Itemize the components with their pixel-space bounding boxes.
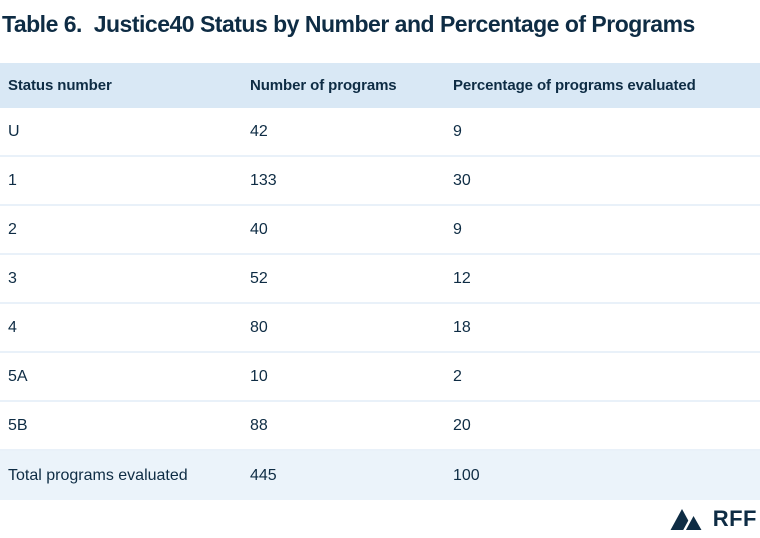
programs-cell: 88 bbox=[250, 416, 268, 434]
table-row: 5A 10 2 bbox=[0, 353, 760, 402]
status-cell: 2 bbox=[8, 220, 17, 238]
footer: RFF bbox=[0, 500, 760, 538]
table-row: 1 133 30 bbox=[0, 157, 760, 206]
percentage-cell: 12 bbox=[453, 269, 471, 287]
table-row: 5B 88 20 bbox=[0, 402, 760, 451]
table-row: 2 40 9 bbox=[0, 206, 760, 255]
percentage-cell: 30 bbox=[453, 171, 471, 189]
percentage-cell: 20 bbox=[453, 416, 471, 434]
column-header-status: Status number bbox=[8, 77, 112, 94]
status-cell: 1 bbox=[8, 171, 17, 189]
programs-cell: 10 bbox=[250, 367, 268, 385]
programs-cell: 80 bbox=[250, 318, 268, 336]
status-cell: 5A bbox=[8, 367, 28, 385]
status-cell: 5B bbox=[8, 416, 28, 434]
rff-logo: RFF bbox=[670, 508, 757, 530]
status-cell: 4 bbox=[8, 318, 17, 336]
programs-cell: 52 bbox=[250, 269, 268, 287]
status-cell: Total programs evaluated bbox=[8, 466, 188, 484]
percentage-cell: 18 bbox=[453, 318, 471, 336]
programs-cell: 133 bbox=[250, 171, 277, 189]
table-row: 3 52 12 bbox=[0, 255, 760, 304]
percentage-cell: 9 bbox=[453, 220, 462, 238]
table-row: 4 80 18 bbox=[0, 304, 760, 353]
status-cell: U bbox=[8, 122, 20, 140]
status-cell: 3 bbox=[8, 269, 17, 287]
rff-logo-text: RFF bbox=[712, 506, 757, 531]
table-total-row: Total programs evaluated 445 100 bbox=[0, 451, 760, 500]
programs-cell: 445 bbox=[250, 466, 277, 484]
column-header-percentage: Percentage of programs evaluated bbox=[453, 77, 696, 94]
page-title: Table 6. Justice40 Status by Number and … bbox=[2, 11, 695, 37]
percentage-cell: 2 bbox=[453, 367, 462, 385]
table-header-row: Status number Number of programs Percent… bbox=[0, 63, 760, 108]
programs-cell: 40 bbox=[250, 220, 268, 238]
programs-cell: 42 bbox=[250, 122, 268, 140]
table-row: U 42 9 bbox=[0, 108, 760, 157]
column-header-programs: Number of programs bbox=[250, 77, 397, 94]
percentage-cell: 100 bbox=[453, 466, 480, 484]
percentage-cell: 9 bbox=[453, 122, 462, 140]
rff-mountains-icon bbox=[670, 509, 704, 530]
